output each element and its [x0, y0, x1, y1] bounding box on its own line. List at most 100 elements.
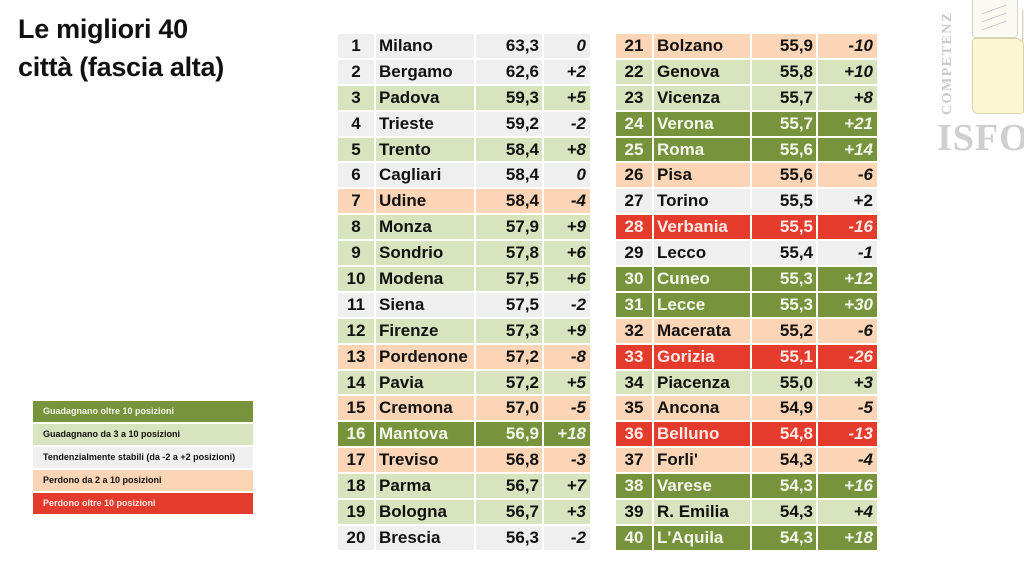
delta-cell: +14 — [818, 137, 877, 162]
rank-cell: 7 — [338, 189, 374, 214]
table-row: 36 Belluno 54,8 -13 — [616, 422, 877, 447]
score-cell: 57,3 — [476, 318, 542, 343]
score-cell: 63,3 — [476, 34, 542, 58]
score-cell: 55,4 — [752, 241, 816, 266]
city-cell: Monza — [376, 215, 474, 240]
city-cell: Modena — [376, 267, 474, 291]
city-cell: Padova — [376, 85, 474, 110]
rank-cell: 12 — [338, 318, 374, 343]
delta-cell: -6 — [818, 163, 877, 188]
table-row: 20 Brescia 56,3 -2 — [338, 525, 590, 550]
ranking-table-21-40: 21 Bolzano 55,9 -10 22 Genova 55,8 +10 23 Vicenza… — [616, 34, 877, 552]
city-cell: Lecco — [654, 241, 750, 266]
city-cell: Belluno — [654, 422, 750, 447]
rank-cell: 21 — [616, 34, 652, 58]
table-row: 37 Forli' 54,3 -4 — [616, 448, 877, 473]
score-cell: 55,7 — [752, 111, 816, 136]
rank-cell: 15 — [338, 396, 374, 421]
score-cell: 57,2 — [476, 370, 542, 395]
logo-text: ISFO — [937, 117, 1024, 159]
score-cell: 56,8 — [476, 448, 542, 473]
rank-cell: 8 — [338, 215, 374, 240]
rank-cell: 9 — [338, 241, 374, 266]
city-cell: Roma — [654, 137, 750, 162]
score-cell: 57,5 — [476, 267, 542, 291]
rank-cell: 30 — [616, 267, 652, 291]
delta-cell: +30 — [818, 292, 877, 317]
score-cell: 57,2 — [476, 344, 542, 369]
score-cell: 55,2 — [752, 318, 816, 343]
delta-cell: -8 — [544, 344, 590, 369]
delta-cell: +7 — [544, 474, 590, 499]
city-cell: Mantova — [376, 422, 474, 447]
rank-cell: 27 — [616, 189, 652, 214]
delta-cell: -10 — [818, 34, 877, 58]
table-row: 17 Treviso 56,8 -3 — [338, 448, 590, 473]
rank-cell: 25 — [616, 137, 652, 162]
score-cell: 56,9 — [476, 422, 542, 447]
delta-cell: +2 — [544, 59, 590, 84]
delta-cell: +12 — [818, 267, 877, 291]
rank-cell: 38 — [616, 474, 652, 499]
delta-cell: 0 — [544, 34, 590, 58]
city-cell: Trieste — [376, 111, 474, 136]
score-cell: 55,1 — [752, 344, 816, 369]
table-row: 26 Pisa 55,6 -6 — [616, 163, 877, 188]
score-cell: 55,3 — [752, 292, 816, 317]
table-row: 14 Pavia 57,2 +5 — [338, 370, 590, 395]
score-cell: 57,5 — [476, 292, 542, 317]
score-cell: 55,8 — [752, 59, 816, 84]
city-cell: Verbania — [654, 215, 750, 240]
delta-cell: +8 — [544, 137, 590, 162]
city-cell: Ancona — [654, 396, 750, 421]
score-cell: 57,8 — [476, 241, 542, 266]
table-row: 6 Cagliari 58,4 0 — [338, 163, 590, 188]
page-title: Le migliori 40 città (fascia alta) — [18, 10, 224, 86]
delta-cell: -4 — [818, 448, 877, 473]
rank-cell: 2 — [338, 59, 374, 84]
rank-cell: 10 — [338, 267, 374, 291]
delta-cell: +21 — [818, 111, 877, 136]
delta-cell: -2 — [544, 111, 590, 136]
city-cell: Pisa — [654, 163, 750, 188]
table-row: 27 Torino 55,5 +2 — [616, 189, 877, 214]
delta-cell: +10 — [818, 59, 877, 84]
delta-cell: +3 — [544, 500, 590, 524]
city-cell: Pordenone — [376, 344, 474, 369]
score-cell: 58,4 — [476, 163, 542, 188]
table-row: 2 Bergamo 62,6 +2 — [338, 59, 590, 84]
table-row: 9 Sondrio 57,8 +6 — [338, 241, 590, 266]
city-cell: Gorizia — [654, 344, 750, 369]
table-row: 3 Padova 59,3 +5 — [338, 85, 590, 110]
score-cell: 55,5 — [752, 215, 816, 240]
table-row: 10 Modena 57,5 +6 — [338, 267, 590, 291]
delta-cell: -16 — [818, 215, 877, 240]
rank-cell: 31 — [616, 292, 652, 317]
delta-cell: -2 — [544, 525, 590, 550]
table-row: 18 Parma 56,7 +7 — [338, 474, 590, 499]
score-cell: 59,2 — [476, 111, 542, 136]
table-row: 7 Udine 58,4 -4 — [338, 189, 590, 214]
rank-cell: 11 — [338, 292, 374, 317]
rank-cell: 24 — [616, 111, 652, 136]
table-row: 33 Gorizia 55,1 -26 — [616, 344, 877, 369]
table-row: 28 Verbania 55,5 -16 — [616, 215, 877, 240]
score-cell: 55,6 — [752, 137, 816, 162]
score-cell: 55,0 — [752, 370, 816, 395]
score-cell: 58,4 — [476, 189, 542, 214]
delta-cell: +9 — [544, 318, 590, 343]
table-row: 8 Monza 57,9 +9 — [338, 215, 590, 240]
rank-cell: 22 — [616, 59, 652, 84]
delta-cell: -5 — [544, 396, 590, 421]
delta-cell: +5 — [544, 370, 590, 395]
legend-item-gain-over-10: Guadagnano oltre 10 posizioni — [33, 401, 253, 422]
delta-cell: 0 — [544, 163, 590, 188]
rank-cell: 5 — [338, 137, 374, 162]
city-cell: Milano — [376, 34, 474, 58]
rank-cell: 4 — [338, 111, 374, 136]
rank-cell: 40 — [616, 525, 652, 550]
table-row: 34 Piacenza 55,0 +3 — [616, 370, 877, 395]
table-row: 25 Roma 55,6 +14 — [616, 137, 877, 162]
rank-cell: 36 — [616, 422, 652, 447]
rank-cell: 37 — [616, 448, 652, 473]
